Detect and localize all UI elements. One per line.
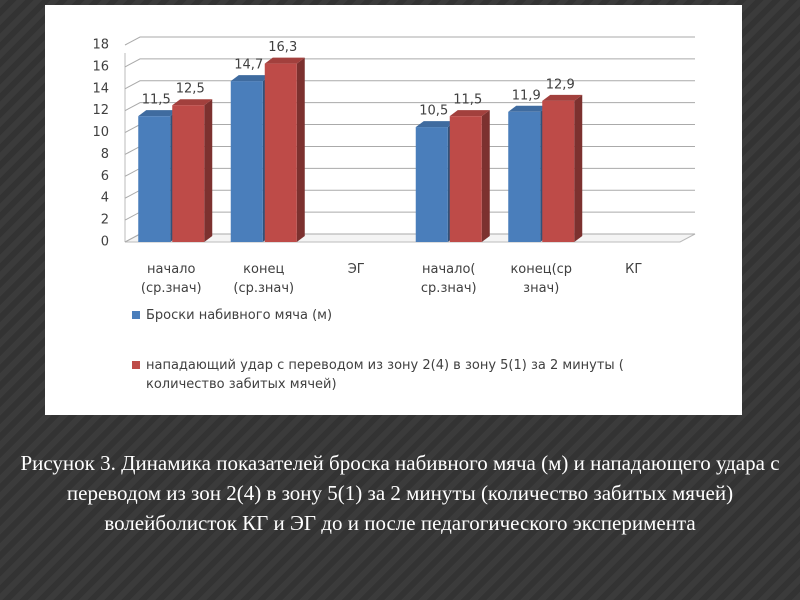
- grid-line: [124, 58, 695, 68]
- y-tick-label: 0: [101, 235, 109, 250]
- legend-label: нападающий удар с переводом из зону 2(4)…: [146, 358, 624, 392]
- y-tick-label: 18: [92, 38, 109, 53]
- value-label: 11,5: [142, 93, 171, 108]
- y-tick-label: 14: [92, 81, 109, 96]
- x-tick-label: начало( ср.знач): [420, 262, 477, 296]
- legend-item: нападающий удар с переводом из зону 2(4)…: [132, 356, 672, 394]
- y-tick-label: 16: [92, 59, 109, 74]
- bar: [508, 111, 541, 242]
- value-label: 16,3: [268, 40, 297, 55]
- legend-item: Броски набивного мяча (м): [132, 306, 672, 325]
- legend-swatch: [132, 311, 140, 319]
- y-tick-label: 2: [101, 213, 109, 228]
- bar-top: [415, 121, 456, 128]
- y-tick-label: 10: [92, 125, 109, 140]
- bar-top: [172, 99, 213, 106]
- bar: [542, 100, 575, 242]
- bar-side: [481, 110, 490, 242]
- value-label: 10,5: [419, 104, 448, 119]
- caption: Рисунок 3. Динамика показателей броска н…: [20, 451, 780, 535]
- y-tick-label: 6: [101, 169, 109, 184]
- bar: [230, 81, 263, 242]
- bar-top: [508, 105, 549, 112]
- grid-line: [124, 36, 695, 46]
- bar: [264, 63, 297, 242]
- y-tick-label: 4: [101, 191, 109, 206]
- legend-swatch: [132, 361, 140, 369]
- x-tick-label: конец(ср знач): [510, 262, 573, 296]
- bar-side: [574, 94, 583, 242]
- bar-top: [449, 110, 490, 117]
- bar-top: [542, 94, 583, 101]
- bar-top: [230, 75, 271, 82]
- bar: [449, 116, 482, 242]
- bar: [138, 116, 171, 242]
- bar: [415, 127, 448, 242]
- value-label: 12,9: [546, 77, 575, 92]
- x-tick-label: начало (ср.знач): [140, 262, 202, 296]
- bar-side: [204, 99, 213, 242]
- bar: [172, 105, 205, 242]
- value-label: 12,5: [176, 82, 205, 97]
- x-tick-label: КГ: [625, 262, 643, 277]
- legend-label: Броски набивного мяча (м): [146, 308, 333, 323]
- x-tick-label: конец (ср.знач): [233, 262, 295, 296]
- bar-top: [138, 110, 179, 117]
- bar-top: [264, 57, 305, 64]
- x-tick-label: ЭГ: [347, 262, 365, 277]
- value-label: 11,9: [512, 88, 541, 103]
- y-tick-label: 12: [92, 103, 109, 118]
- value-label: 14,7: [234, 58, 263, 73]
- value-label: 11,5: [453, 93, 482, 108]
- grid-line: [124, 80, 695, 90]
- y-tick-label: 8: [101, 147, 109, 162]
- bar-side: [296, 57, 305, 242]
- grid-line: [124, 102, 695, 112]
